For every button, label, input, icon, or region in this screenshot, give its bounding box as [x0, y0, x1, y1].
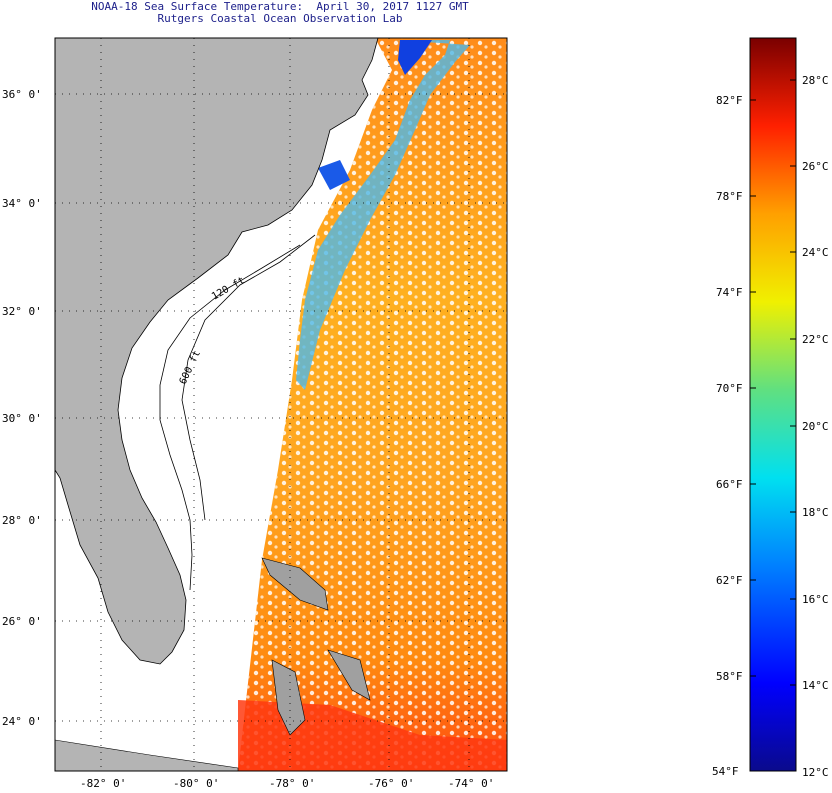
cb-f-62: 62°F: [716, 574, 743, 587]
warm-southern-water: [238, 700, 507, 771]
colorbar-ticks: [750, 79, 796, 686]
cb-f-78: 78°F: [716, 190, 743, 203]
cb-c-20: 20°C: [802, 420, 829, 433]
land-cuba: [55, 739, 239, 771]
cb-f-58: 58°F: [716, 670, 743, 683]
cb-f-54: 54°F: [712, 765, 739, 778]
cb-c-18: 18°C: [802, 506, 829, 519]
lon-label-76: -76° 0': [368, 777, 415, 790]
lat-label-28: 28° 0': [2, 514, 42, 527]
colorbar: [749, 37, 797, 772]
map-frame: [54, 37, 508, 772]
cb-c-14: 14°C: [802, 679, 829, 692]
cb-c-16: 16°C: [802, 593, 829, 606]
island-eleuthera: [327, 649, 371, 701]
lat-label-34: 34° 0': [2, 197, 42, 210]
lat-label-26: 26° 0': [2, 615, 42, 628]
cold-patch-sound: [318, 160, 350, 190]
map-subtitle: Rutgers Coastal Ocean Observation Lab: [157, 12, 403, 25]
isobath-120ft: [159, 244, 301, 591]
isobath-600ft: [181, 234, 316, 521]
cold-patch-north: [398, 40, 432, 75]
cb-f-66: 66°F: [716, 478, 743, 491]
lon-label-78: -78° 0': [269, 777, 316, 790]
cb-c-26: 26°C: [802, 160, 829, 173]
cb-c-22: 22°C: [802, 333, 829, 346]
cb-c-24: 24°C: [802, 246, 829, 259]
cb-f-82: 82°F: [716, 94, 743, 107]
island-andros: [271, 659, 306, 736]
cb-c-12: 12°C: [802, 766, 829, 779]
lat-label-36: 36° 0': [2, 88, 42, 101]
lat-label-32: 32° 0': [2, 305, 42, 318]
lat-label-24: 24° 0': [2, 715, 42, 728]
lon-label-80: -80° 0': [173, 777, 220, 790]
cb-f-74: 74°F: [716, 286, 743, 299]
cb-c-28: 28°C: [802, 74, 829, 87]
lat-label-30: 30° 0': [2, 412, 42, 425]
cb-f-70: 70°F: [716, 382, 743, 395]
island-grand-bahama: [261, 557, 329, 611]
lon-label-74: -74° 0': [448, 777, 495, 790]
map-title: NOAA-18 Sea Surface Temperature: April 3…: [91, 0, 469, 13]
lon-label-82: -82° 0': [80, 777, 127, 790]
land-us-coast: [55, 38, 379, 665]
cold-coastal-water: [296, 40, 470, 390]
